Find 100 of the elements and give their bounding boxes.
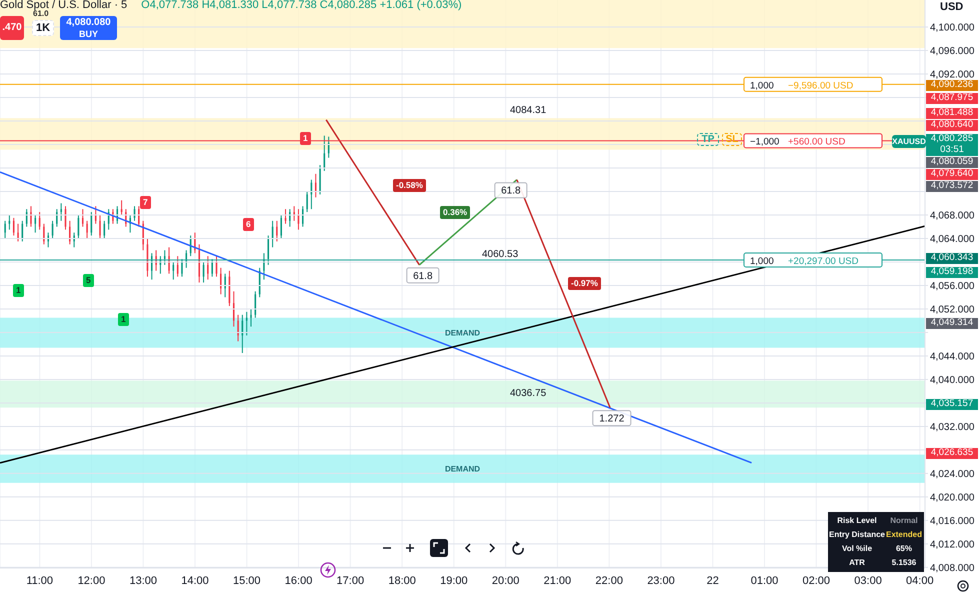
candlestick: [56, 208, 58, 228]
y-tick-label: 4,068.000: [930, 210, 975, 222]
y-tick-label: 4,100.000: [930, 22, 975, 34]
x-tick-label: 11:00: [26, 574, 54, 587]
annotation: Entry Distance: [828, 530, 886, 539]
candlestick: [69, 220, 71, 245]
x-tick-label: 18:00: [388, 574, 416, 587]
candlestick: [52, 220, 54, 239]
text: USD: [940, 1, 964, 13]
candlestick: [43, 223, 45, 245]
candlestick: [306, 190, 308, 213]
candlestick: [134, 206, 136, 222]
candlestick: [34, 214, 36, 234]
candlestick: [164, 250, 166, 266]
annotation: Risk Level: [836, 516, 878, 525]
annotation: 4036.75: [510, 388, 546, 399]
candlestick: [38, 212, 40, 230]
text: 4,026.635: [926, 447, 978, 458]
candlestick: [211, 258, 213, 278]
candlestick: [302, 206, 304, 228]
candlestick: [172, 261, 174, 280]
candlestick: [280, 214, 282, 239]
y-tick-label: 4,056.000: [930, 281, 975, 292]
candlestick: [86, 220, 88, 239]
text: 4,060.343: [926, 252, 978, 264]
candlestick: [298, 208, 300, 230]
candlestick: [12, 217, 14, 236]
x-tick-label: 19:00: [440, 574, 468, 587]
annotation: Normal: [889, 516, 919, 525]
candlestick: [314, 173, 316, 198]
y-tick-label: 4,044.000: [930, 352, 975, 363]
text: 4,035.157: [926, 398, 978, 410]
x-tick-label: 21:00: [544, 574, 572, 587]
annotation: 1: [13, 284, 24, 296]
candlestick: [272, 220, 274, 248]
annotation: 4060.53: [482, 249, 518, 260]
candlestick: [104, 220, 106, 239]
candlestick: [267, 235, 270, 266]
candlestick: [202, 261, 204, 284]
candlestick: [64, 206, 66, 230]
order-tag: −1,000 +560.00 USD: [744, 133, 882, 148]
band-label: DEMAND: [444, 464, 480, 474]
y-tick-label: 4,024.000: [930, 468, 975, 480]
text: 4,090.236: [926, 79, 978, 90]
x-tick-label: 13:00: [129, 574, 158, 587]
order-tag: 1,000 +20,297.00 USD: [744, 252, 882, 268]
annotation: XAUUSD: [892, 135, 926, 148]
x-tick-label: 16:00: [284, 574, 312, 587]
annotation: Vol %ile: [840, 544, 874, 553]
candlestick: [78, 214, 80, 239]
annotation: 0.36%: [440, 206, 470, 218]
x-tick-label: 03:00: [854, 574, 882, 587]
x-tick-label: 12:00: [78, 574, 106, 587]
text: 4,080.285: [926, 133, 978, 144]
candlestick: [99, 214, 101, 239]
candlestick: [254, 290, 256, 318]
candlestick: [26, 208, 28, 228]
candlestick: [207, 256, 209, 280]
y-tick-label: 4,012.000: [930, 539, 975, 550]
x-tick-label: 01:00: [750, 574, 778, 587]
candlestick: [224, 273, 226, 298]
x-tick-label: 22: [706, 574, 719, 587]
text: 4,080.640: [926, 119, 978, 130]
candlestick: [216, 256, 218, 278]
x-tick-label: 15:00: [233, 574, 261, 587]
text: 4,080.059: [926, 156, 978, 168]
candlestick: [232, 290, 235, 328]
annotation: Extended: [885, 530, 923, 539]
x-tick-label: 23:00: [647, 574, 675, 587]
annotation: 61.8: [501, 186, 521, 197]
annotation: BUY: [78, 29, 99, 40]
y-tick-label: 4,096.000: [930, 46, 975, 58]
ref-line-label: −1,000 +560.00 USD: [750, 136, 846, 148]
x-tick-label: 02:00: [802, 574, 830, 587]
annotation: 1K: [32, 20, 54, 36]
candlestick: [310, 179, 312, 210]
text: 4,081.488: [926, 107, 978, 118]
candlestick: [319, 164, 321, 195]
text: 4,079.640: [926, 168, 978, 180]
candlestick: [324, 135, 326, 172]
x-tick-label: 20:00: [492, 574, 520, 587]
candlestick: [242, 314, 244, 354]
x-tick-label: 04:00: [906, 574, 934, 587]
annotation: 4,080.080: [65, 16, 112, 29]
y-tick-label: 4,016.000: [930, 516, 975, 527]
band-label: DEMAND: [444, 328, 480, 338]
annotation: ATR: [848, 558, 866, 567]
x-tick-label: 22:00: [595, 574, 623, 587]
candlestick: [30, 206, 32, 228]
text: 4,073.572: [926, 180, 978, 192]
annotation: 5: [83, 274, 94, 286]
annotation: 4084.31: [510, 105, 546, 116]
y-tick-label: 4,052.000: [930, 304, 975, 316]
y-tick-label: 4,032.000: [930, 422, 975, 433]
candlestick: [60, 202, 62, 222]
text: 4,087.975: [926, 92, 978, 104]
candlestick: [220, 267, 222, 295]
annotation: 61.8: [413, 270, 433, 282]
x-tick-label: 14:00: [181, 574, 209, 587]
annotation: -0.97%: [568, 277, 601, 290]
